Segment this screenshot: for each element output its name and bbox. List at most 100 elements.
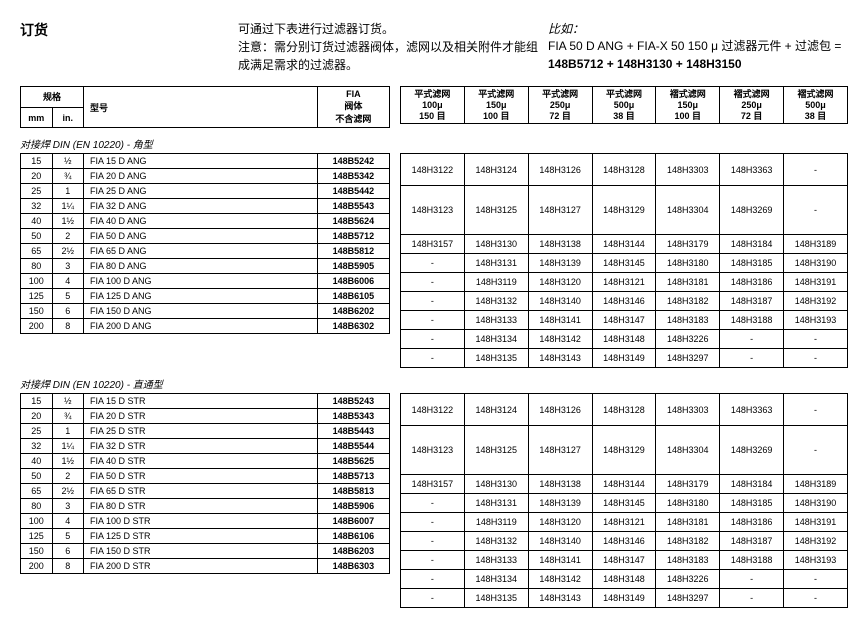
cell-mesh: 148H3134 — [464, 330, 528, 349]
cell-mesh: 148H3148 — [592, 570, 656, 589]
table-row: -148H3133148H3141148H3147148H3183148H318… — [401, 551, 848, 570]
cell-mesh: 148H3122 — [401, 394, 465, 426]
cell-model: FIA 50 D STR — [84, 469, 318, 484]
cell-mm: 65 — [21, 484, 53, 499]
cell-in: 8 — [52, 559, 84, 574]
cell-mesh: 148H3180 — [656, 254, 720, 273]
left-data-table: 15½FIA 15 D ANG148B524220¾FIA 20 D ANG14… — [20, 153, 390, 334]
cell-mesh: 148H3297 — [656, 349, 720, 368]
cell-mesh: 148H3157 — [401, 235, 465, 254]
cell-mesh: 148H3134 — [464, 570, 528, 589]
cell-mesh: 148H3185 — [720, 254, 784, 273]
cell-code: 148B6303 — [317, 559, 389, 574]
cell-mesh: 148H3186 — [720, 273, 784, 292]
cell-mesh: - — [401, 273, 465, 292]
cell-mm: 125 — [21, 529, 53, 544]
cell-code: 148B5812 — [317, 244, 389, 259]
cell-mesh: 148H3269 — [720, 426, 784, 475]
table-row: -148H3131148H3139148H3145148H3180148H318… — [401, 494, 848, 513]
cell-code: 148B5813 — [317, 484, 389, 499]
cell-in: 4 — [52, 274, 84, 289]
cell-mesh: 148H3304 — [656, 426, 720, 475]
cell-mm: 32 — [21, 199, 53, 214]
cell-mesh: 148H3145 — [592, 494, 656, 513]
header-tables-row: 规格 型号 FIA 阀体 不含滤网 mm in. 平式滤网 100μ 150 目… — [20, 86, 848, 128]
cell-mesh: 148H3131 — [464, 254, 528, 273]
cell-mesh: 148H3182 — [656, 292, 720, 311]
cell-code: 148B6203 — [317, 544, 389, 559]
cell-mesh: 148H3122 — [401, 154, 465, 186]
cell-in: ½ — [52, 394, 84, 409]
cell-mm: 80 — [21, 259, 53, 274]
cell-mm: 25 — [21, 424, 53, 439]
th-mesh-4: 平式滤网 500μ 38 目 — [592, 87, 656, 124]
cell-mm: 125 — [21, 289, 53, 304]
cell-in: 1½ — [52, 454, 84, 469]
cell-mesh: 148H3193 — [784, 551, 848, 570]
left-data-table: 15½FIA 15 D STR148B524320¾FIA 20 D STR14… — [20, 393, 390, 574]
cell-code: 148B5906 — [317, 499, 389, 514]
cell-mesh: 148H3144 — [592, 235, 656, 254]
cell-mesh: - — [401, 254, 465, 273]
cell-mesh: 148H3303 — [656, 394, 720, 426]
cell-mesh: 148H3125 — [464, 426, 528, 475]
cell-model: FIA 80 D STR — [84, 499, 318, 514]
cell-mesh: 148H3142 — [528, 570, 592, 589]
table-row: 148H3122148H3124148H3126148H3128148H3303… — [401, 154, 848, 186]
cell-mesh: 148H3142 — [528, 330, 592, 349]
cell-mesh: 148H3120 — [528, 273, 592, 292]
table-row: 321¼FIA 32 D STR148B5544 — [21, 439, 390, 454]
cell-model: FIA 25 D ANG — [84, 184, 318, 199]
table-row: -148H3131148H3139148H3145148H3180148H318… — [401, 254, 848, 273]
cell-mesh: - — [720, 589, 784, 608]
th-mesh-2: 平式滤网 150μ 100 目 — [464, 87, 528, 124]
cell-code: 148B6105 — [317, 289, 389, 304]
cell-mm: 200 — [21, 319, 53, 334]
cell-model: FIA 125 D ANG — [84, 289, 318, 304]
cell-mm: 50 — [21, 469, 53, 484]
cell-model: FIA 20 D STR — [84, 409, 318, 424]
example-line: FIA 50 D ANG + FIA-X 50 150 μ 过滤器元件 + 过滤… — [548, 39, 841, 53]
cell-in: 6 — [52, 304, 84, 319]
cell-mesh: 148H3143 — [528, 349, 592, 368]
cell-mesh: 148H3127 — [528, 186, 592, 235]
cell-mesh: 148H3181 — [656, 273, 720, 292]
cell-mesh: 148H3304 — [656, 186, 720, 235]
cell-code: 148B5343 — [317, 409, 389, 424]
table-row: -148H3134148H3142148H3148148H3226-- — [401, 330, 848, 349]
cell-mesh: 148H3124 — [464, 154, 528, 186]
cell-mesh: 148H3157 — [401, 475, 465, 494]
cell-mm: 32 — [21, 439, 53, 454]
th-mm: mm — [21, 108, 53, 128]
intro-line1: 可通过下表进行过滤器订货。 — [238, 20, 538, 38]
table-row: 1506FIA 150 D ANG148B6202 — [21, 304, 390, 319]
cell-mesh: 148H3128 — [592, 394, 656, 426]
cell-mesh: 148H3128 — [592, 154, 656, 186]
cell-mesh: - — [784, 589, 848, 608]
section-tables-row: 15½FIA 15 D ANG148B524220¾FIA 20 D ANG14… — [20, 153, 848, 368]
cell-model: FIA 20 D ANG — [84, 169, 318, 184]
cell-mesh: 148H3141 — [528, 551, 592, 570]
cell-in: 1 — [52, 424, 84, 439]
cell-mesh: - — [401, 349, 465, 368]
section-title: 对接焊 DIN (EN 10220) - 角型 — [20, 132, 848, 153]
cell-mesh: 148H3192 — [784, 292, 848, 311]
cell-mesh: 148H3149 — [592, 349, 656, 368]
table-row: -148H3119148H3120148H3121148H3181148H318… — [401, 273, 848, 292]
cell-code: 148B5543 — [317, 199, 389, 214]
cell-mesh: 148H3303 — [656, 154, 720, 186]
cell-mesh: - — [784, 330, 848, 349]
table-row: 803FIA 80 D STR148B5906 — [21, 499, 390, 514]
table-row: 148H3122148H3124148H3126148H3128148H3303… — [401, 394, 848, 426]
cell-model: FIA 125 D STR — [84, 529, 318, 544]
cell-mesh: 148H3181 — [656, 513, 720, 532]
cell-model: FIA 50 D ANG — [84, 229, 318, 244]
cell-mesh: 148H3148 — [592, 330, 656, 349]
th-mesh-5: 褶式滤网 150μ 100 目 — [656, 87, 720, 124]
cell-in: 1¼ — [52, 439, 84, 454]
cell-mesh: 148H3126 — [528, 154, 592, 186]
cell-mesh: - — [401, 513, 465, 532]
cell-in: 1½ — [52, 214, 84, 229]
cell-mesh: - — [784, 186, 848, 235]
table-row: 401½FIA 40 D STR148B5625 — [21, 454, 390, 469]
